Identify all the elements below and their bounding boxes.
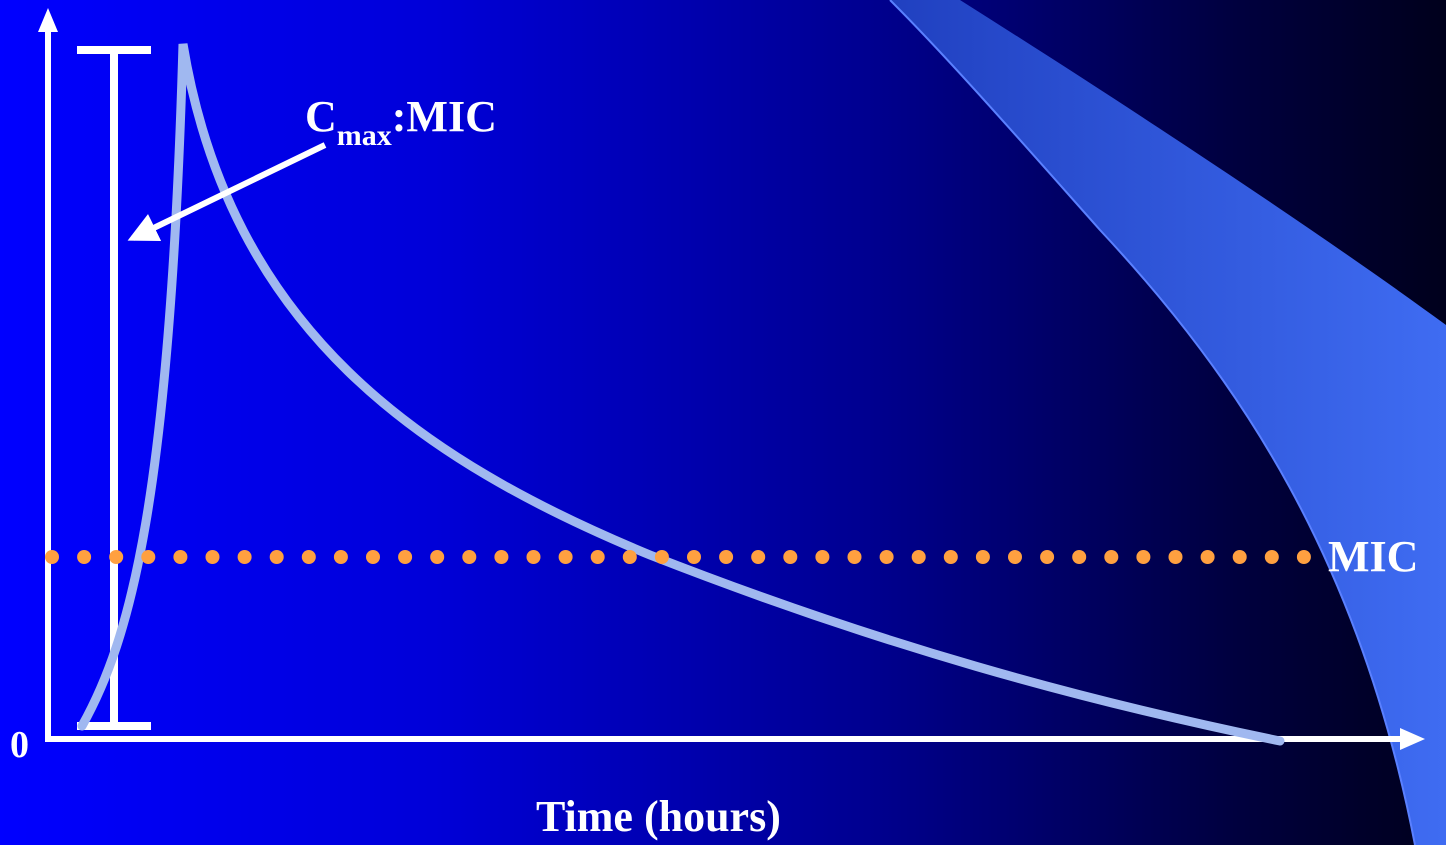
mic-dot (333, 550, 348, 564)
mic-dot (911, 550, 926, 564)
mic-dot (1232, 550, 1247, 564)
mic-dot (590, 550, 605, 564)
mic-dot (1168, 550, 1183, 564)
mic-dot (558, 550, 573, 564)
mic-dot (975, 550, 990, 564)
mic-dot (462, 550, 477, 564)
mic-dot (269, 550, 284, 564)
mic-dot (687, 550, 701, 564)
cmax-label-suffix: :MIC (391, 92, 497, 141)
mic-dot (1136, 550, 1151, 564)
mic-dot (783, 550, 798, 564)
mic-dot (173, 550, 188, 564)
decor-band (890, 0, 1446, 845)
mic-dot (45, 550, 59, 564)
mic-dot (1296, 550, 1311, 564)
mic-dot (654, 550, 669, 564)
mic-label: MIC (1328, 532, 1419, 581)
cmax-mic-label: Cmax:MIC (305, 92, 497, 151)
mic-dot (237, 550, 252, 564)
concentration-curve (77, 43, 1285, 746)
mic-dot (719, 550, 734, 564)
cmax-pointer-arrow (127, 142, 327, 242)
cmax-label-main: C (305, 92, 337, 141)
mic-dot (622, 550, 637, 564)
mic-dot (943, 550, 958, 564)
mic-dot (815, 550, 830, 564)
mic-dot (205, 550, 220, 564)
mic-dot (1040, 550, 1055, 564)
mic-dot (301, 550, 316, 564)
origin-label: 0 (10, 724, 29, 766)
mic-dot (1072, 550, 1087, 564)
mic-dot (879, 550, 894, 564)
mic-dot (526, 550, 541, 564)
mic-dot (430, 550, 445, 564)
x-axis-title: Time (hours) (536, 792, 781, 841)
mic-dot (1104, 550, 1119, 564)
mic-dot (77, 550, 92, 564)
mic-dot (847, 550, 862, 564)
cmax-label-subscript: max (336, 119, 392, 152)
mic-dot (398, 550, 413, 564)
mic-dot (366, 550, 380, 564)
mic-dot (1200, 550, 1215, 564)
mic-dot (141, 550, 156, 564)
x-axis-arrowhead (1400, 728, 1425, 750)
mic-dot (1008, 550, 1022, 564)
decor-band-edge (889, 0, 1416, 845)
y-axis-arrowhead (38, 8, 58, 32)
mic-dot (109, 550, 124, 564)
mic-dot (494, 550, 509, 564)
cmax-bracket (77, 46, 151, 730)
mic-threshold-line (45, 550, 1311, 564)
mic-dot (751, 550, 766, 564)
mic-dot (1264, 550, 1279, 564)
